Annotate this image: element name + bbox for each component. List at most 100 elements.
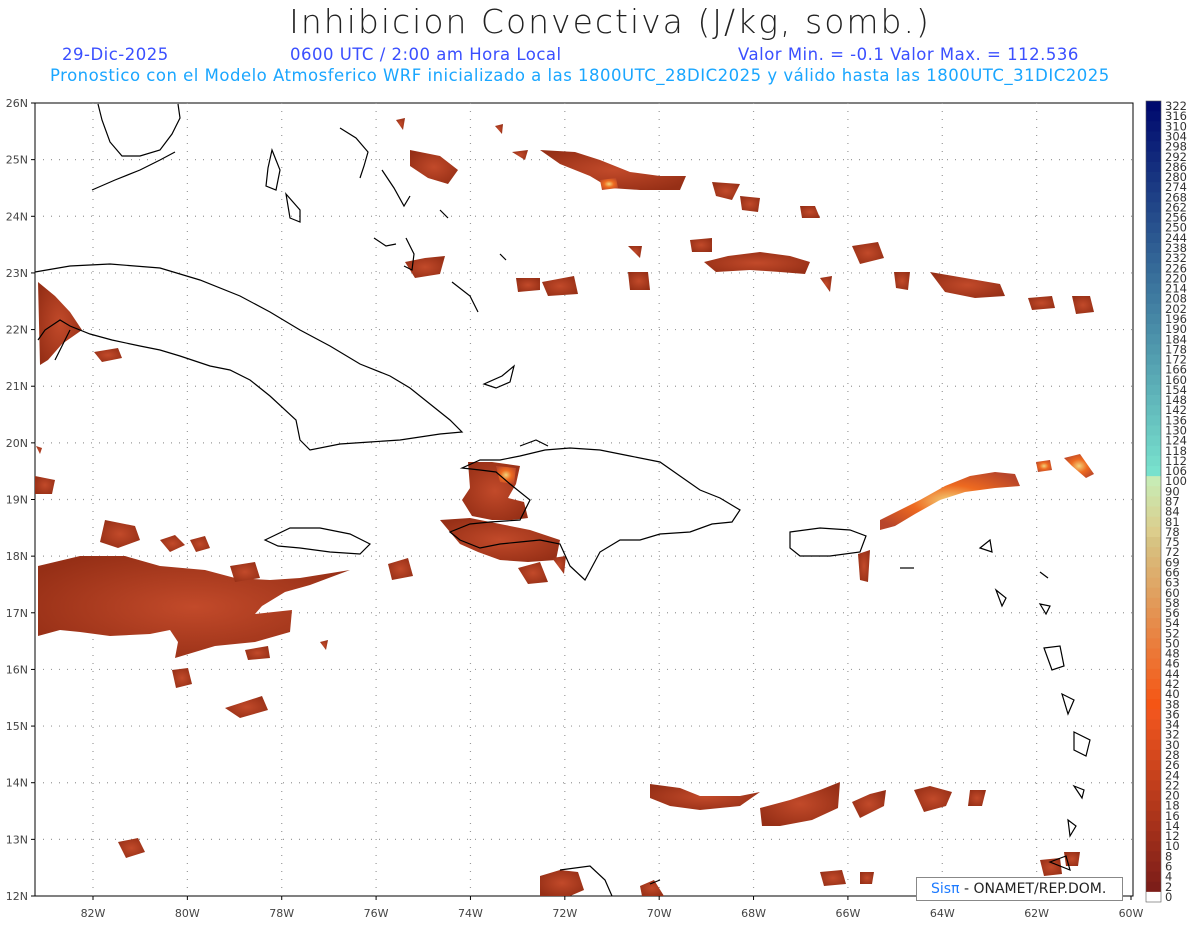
colorbar-label: 81 xyxy=(1165,515,1180,529)
colorbar-label: 202 xyxy=(1165,302,1187,316)
colorbar-swatch xyxy=(1146,841,1161,852)
lon-label: 66W xyxy=(835,907,860,920)
colorbar-swatch xyxy=(1146,455,1161,467)
colorbar-label: 20 xyxy=(1165,789,1180,803)
colorbar-swatch xyxy=(1146,486,1161,497)
colorbar-swatch xyxy=(1146,780,1161,791)
colorbar-swatch xyxy=(1146,364,1161,376)
colorbar-label: 40 xyxy=(1165,687,1180,701)
lat-label: 15N xyxy=(6,720,28,733)
colorbar-label: 26 xyxy=(1165,758,1180,772)
colorbar-swatch xyxy=(1146,131,1161,142)
colorbar-label: 50 xyxy=(1165,636,1180,650)
colorbar-swatch xyxy=(1146,587,1161,599)
colorbar-label: 10 xyxy=(1165,839,1180,853)
lat-label: 22N xyxy=(6,324,28,337)
colorbar-label: 172 xyxy=(1165,353,1187,367)
colorbar-swatch xyxy=(1146,171,1161,183)
colorbar-label: 84 xyxy=(1165,505,1180,519)
colorbar-swatch xyxy=(1146,770,1161,781)
colorbar-label: 18 xyxy=(1165,799,1180,813)
colorbar-swatch xyxy=(1146,192,1161,203)
sispi-logo: Sisπ xyxy=(931,881,960,897)
colorbar-swatch xyxy=(1146,273,1161,284)
colorbar-swatch xyxy=(1146,749,1161,761)
colorbar-label: 124 xyxy=(1165,434,1187,448)
colorbar-label: 58 xyxy=(1165,596,1180,610)
colorbar-swatch xyxy=(1146,891,1161,903)
colorbar-label: 154 xyxy=(1165,383,1187,397)
lat-label: 21N xyxy=(6,380,28,393)
map-title: Inhibicion Convectiva (J/kg, somb.) xyxy=(289,2,931,41)
colorbar-label: 148 xyxy=(1165,393,1187,407)
colorbar-label: 32 xyxy=(1165,728,1180,742)
colorbar-label: 16 xyxy=(1165,809,1180,823)
colorbar-label: 44 xyxy=(1165,667,1180,681)
colorbar-swatch xyxy=(1146,861,1161,872)
forecast-date: 29-Dic-2025 xyxy=(62,45,169,64)
colorbar-label: 292 xyxy=(1165,150,1187,164)
colorbar-label: 226 xyxy=(1165,261,1187,275)
colorbar-label: 286 xyxy=(1165,160,1187,174)
lat-label: 24N xyxy=(6,210,28,223)
colorbar-swatch xyxy=(1146,161,1161,173)
colorbar-label: 8 xyxy=(1165,849,1172,863)
colorbar-label: 220 xyxy=(1165,271,1187,285)
colorbar-swatch xyxy=(1146,689,1161,700)
colorbar-label: 238 xyxy=(1165,241,1187,255)
colorbar-label: 2 xyxy=(1165,880,1172,894)
colorbar-swatch xyxy=(1146,557,1161,568)
colorbar-swatch xyxy=(1146,628,1161,639)
lon-label: 72W xyxy=(552,907,577,920)
colorbar-swatch xyxy=(1146,202,1161,213)
colorbar-label: 14 xyxy=(1165,819,1180,833)
colorbar-label: 63 xyxy=(1165,576,1180,590)
colorbar-swatch xyxy=(1146,810,1161,822)
colorbar-label: 184 xyxy=(1165,332,1187,346)
colorbar-swatch xyxy=(1146,344,1161,355)
colorbar-label: 136 xyxy=(1165,413,1187,427)
colorbar-label: 130 xyxy=(1165,424,1187,438)
colorbar-swatch xyxy=(1146,739,1161,751)
colorbar-swatch xyxy=(1146,425,1161,436)
colorbar-swatch xyxy=(1146,800,1161,812)
colorbar-swatch xyxy=(1146,466,1161,477)
lon-label: 64W xyxy=(930,907,955,920)
lon-label: 82W xyxy=(81,907,106,920)
colorbar-label: 4 xyxy=(1165,870,1172,884)
forecast-time: 0600 UTC / 2:00 am Hora Local xyxy=(290,45,562,64)
colorbar-swatch xyxy=(1146,648,1161,660)
colorbar-label: 196 xyxy=(1165,312,1187,326)
credit-org: - ONAMET/REP.DOM. xyxy=(959,881,1107,897)
colorbar-label: 46 xyxy=(1165,657,1180,671)
colorbar: 3223163103042982922862802742682622562502… xyxy=(1145,99,1187,904)
colorbar-swatch xyxy=(1146,334,1161,345)
lat-label: 17N xyxy=(6,607,28,620)
colorbar-label: 310 xyxy=(1165,119,1187,133)
credit-box: Sisπ - ONAMET/REP.DOM. xyxy=(916,877,1123,901)
lon-label: 74W xyxy=(458,907,483,920)
colorbar-swatch xyxy=(1146,871,1161,883)
colorbar-swatch xyxy=(1146,831,1161,842)
lat-label: 14N xyxy=(6,777,28,790)
colorbar-swatch xyxy=(1146,607,1161,619)
colorbar-label: 262 xyxy=(1165,200,1187,214)
colorbar-swatch xyxy=(1146,668,1161,680)
colorbar-swatch xyxy=(1146,526,1161,538)
colorbar-label: 256 xyxy=(1165,211,1187,225)
colorbar-label: 48 xyxy=(1165,647,1180,661)
colorbar-label: 90 xyxy=(1165,484,1180,498)
colorbar-label: 42 xyxy=(1165,677,1180,691)
colorbar-swatch xyxy=(1146,283,1161,295)
colorbar-label: 22 xyxy=(1165,778,1180,792)
colorbar-label: 268 xyxy=(1165,190,1187,204)
colorbar-swatch xyxy=(1146,536,1161,548)
colorbar-swatch xyxy=(1146,719,1161,731)
colorbar-swatch xyxy=(1146,729,1161,741)
colorbar-label: 6 xyxy=(1165,860,1172,874)
colorbar-label: 30 xyxy=(1165,738,1180,752)
lat-label: 19N xyxy=(6,494,28,507)
colorbar-swatch xyxy=(1146,182,1161,193)
colorbar-label: 166 xyxy=(1165,363,1187,377)
colorbar-swatch xyxy=(1146,141,1161,153)
